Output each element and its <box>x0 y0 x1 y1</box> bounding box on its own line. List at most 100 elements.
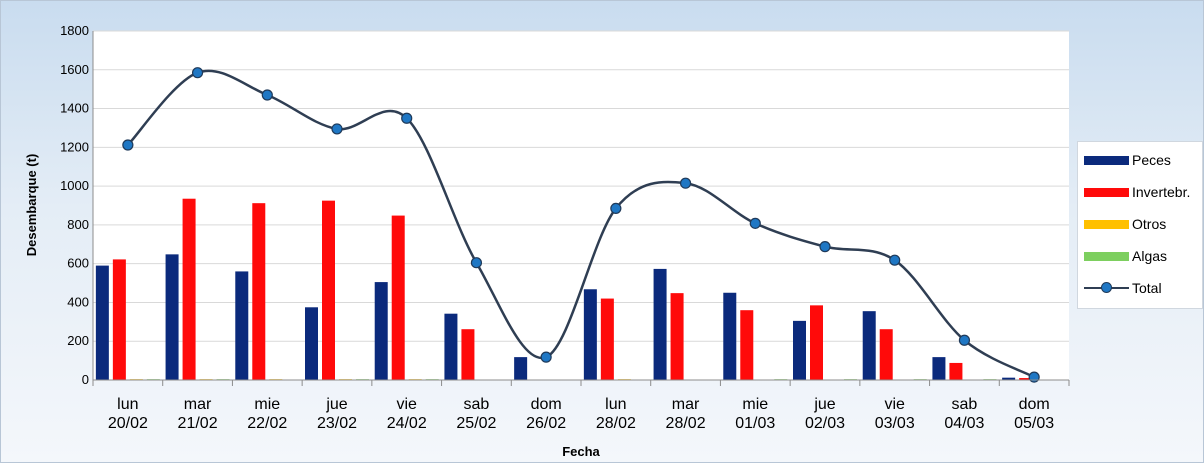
legend-label-algas: Algas <box>1132 248 1168 264</box>
x-tick-label-date: 28/02 <box>596 415 636 432</box>
total-line-path <box>126 69 1035 379</box>
bar-peces <box>95 265 109 380</box>
total-point <box>540 351 552 363</box>
y-tick-label: 400 <box>67 294 89 309</box>
x-tick-label-day: mar <box>184 396 212 413</box>
legend-item-peces: Peces <box>1084 150 1171 170</box>
legend-item-invertebr: Invertebr. <box>1084 182 1190 202</box>
bar-invertebr <box>1019 378 1033 380</box>
legend-item-otros: Otros <box>1084 214 1166 234</box>
bar-peces <box>305 307 318 380</box>
y-tick-label: 0 <box>82 372 89 387</box>
x-tick-label-day: jue <box>813 396 835 413</box>
bar-invertebr <box>810 305 823 380</box>
bar-peces <box>1002 377 1016 380</box>
y-tick-label: 1800 <box>60 23 89 38</box>
x-tick-label-date: 28/02 <box>666 415 706 432</box>
legend-item-total: Total <box>1084 278 1162 298</box>
y-tick-label: 1400 <box>60 101 89 116</box>
x-tick-label-day: vie <box>396 396 417 413</box>
bar-invertebr <box>600 298 614 380</box>
bar-peces <box>235 271 249 380</box>
x-tick-label-date: 03/03 <box>875 415 915 432</box>
x-tick-label-date: 02/03 <box>805 415 845 432</box>
bar-invertebr <box>112 259 126 380</box>
x-tick-label-day: sab <box>952 396 978 413</box>
x-tick-label-date: 26/02 <box>526 415 566 432</box>
total-point <box>122 139 134 151</box>
bar-peces <box>862 311 876 380</box>
x-tick-label-date: 25/02 <box>456 415 496 432</box>
bar-invertebr <box>461 329 475 380</box>
bar-invertebr <box>182 198 196 380</box>
x-tick-label-date: 20/02 <box>108 415 148 432</box>
y-tick-label: 1200 <box>60 139 89 154</box>
y-tick-label: 1000 <box>60 178 89 193</box>
bar-peces <box>793 320 806 380</box>
bar-invertebr <box>322 200 335 380</box>
x-tick-label-date: 24/02 <box>387 415 427 432</box>
legend-label-invertebr: Invertebr. <box>1132 184 1191 200</box>
legend-label-otros: Otros <box>1132 216 1167 232</box>
bar-peces <box>932 357 946 380</box>
total-point <box>819 241 831 253</box>
y-tick-label: 200 <box>67 333 89 348</box>
bar-peces <box>583 289 597 380</box>
bar-peces <box>374 282 388 380</box>
y-tick-label: 800 <box>67 217 89 232</box>
legend-swatch-otros <box>1084 219 1129 229</box>
total-point <box>261 89 273 101</box>
x-tick-label-date: 22/02 <box>247 415 287 432</box>
legend-label-total: Total <box>1132 280 1162 296</box>
bar-peces <box>653 268 667 380</box>
y-tick-label: 600 <box>67 256 89 271</box>
legend-item-algas: Algas <box>1084 246 1167 266</box>
bar-peces <box>514 357 528 380</box>
total-point <box>749 217 761 229</box>
bar-invertebr <box>670 293 684 380</box>
total-point <box>679 177 692 189</box>
bars <box>95 198 1033 380</box>
x-tick-label-day: dom <box>531 396 562 413</box>
total-point <box>191 67 204 79</box>
axes: 0 200 400 600 800 1000 1200 1400 1600 1800 <box>60 23 1070 387</box>
legend-swatch-algas <box>1084 251 1129 261</box>
total-point <box>1028 371 1040 383</box>
legend-label-peces: Peces <box>1132 152 1171 168</box>
x-tick-label-date: 21/02 <box>178 415 218 432</box>
total-point <box>401 112 413 124</box>
bar-peces <box>165 254 179 380</box>
total-point <box>331 123 343 135</box>
x-tick-label-day: vie <box>884 396 905 413</box>
total-point <box>958 334 971 346</box>
legend: Peces Invertebr. Otros Algas Total <box>1077 141 1203 309</box>
bar-invertebr <box>879 329 893 380</box>
x-tick-label-day: mar <box>672 396 700 413</box>
bar-invertebr <box>740 310 754 380</box>
bar-invertebr <box>252 203 266 380</box>
legend-swatch-peces <box>1084 155 1129 165</box>
x-tick-label-day: lun <box>605 396 626 413</box>
x-tick-label-date: 05/03 <box>1014 415 1054 432</box>
x-tick-label-day: dom <box>1019 396 1050 413</box>
x-tick-label-date: 23/02 <box>317 415 357 432</box>
x-axis-title: Fecha <box>562 444 600 459</box>
total-line <box>122 67 1040 383</box>
bar-peces <box>444 313 458 380</box>
x-tick-label-date: 04/03 <box>944 415 984 432</box>
legend-swatch-invertebr <box>1084 187 1129 197</box>
category-labels: lun 20/02 mar 21/02 mie 22/02 jue 23/02 vie 24/02… <box>108 396 1054 432</box>
bar-invertebr <box>949 362 963 380</box>
x-tick-label-day: jue <box>325 396 347 413</box>
x-tick-label-day: lun <box>117 396 138 413</box>
legend-swatch-total <box>1084 278 1129 298</box>
x-tick-label-day: mie <box>254 396 280 413</box>
y-tick-label: 1600 <box>60 62 89 77</box>
x-tick-label-date: 01/03 <box>735 415 775 432</box>
x-tick-label-day: sab <box>464 396 490 413</box>
total-point <box>610 202 622 215</box>
y-axis-title: Desembarque (t) <box>24 154 39 257</box>
bar-invertebr <box>391 215 405 380</box>
total-point <box>470 257 483 269</box>
